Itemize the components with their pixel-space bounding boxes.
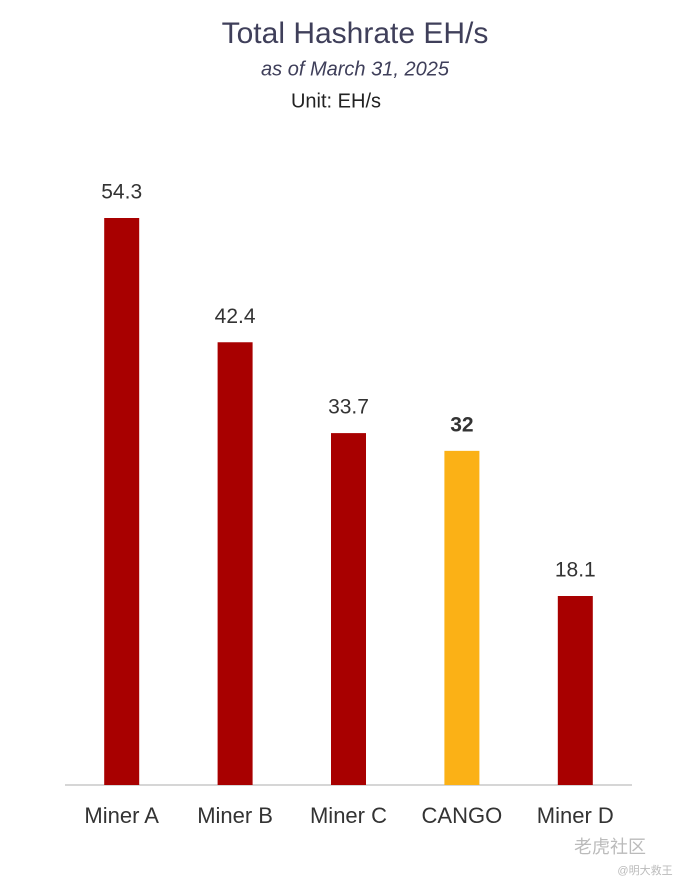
bar — [217, 342, 253, 785]
x-tick-label: Miner B — [197, 803, 273, 828]
chart-subtitle: as of March 31, 2025 — [261, 58, 450, 80]
watermark: @明大救王 — [617, 863, 672, 877]
value-label: 32 — [450, 413, 473, 436]
x-tick-label: Miner D — [537, 803, 614, 828]
bar — [331, 433, 366, 785]
watermark: 老虎社区 — [574, 837, 646, 857]
value-label: 33.7 — [328, 396, 369, 419]
bar — [104, 218, 140, 785]
bar — [557, 596, 593, 785]
chart-title: Total Hashrate EH/s — [222, 17, 489, 50]
unit-label: Unit: EH/s — [291, 90, 381, 112]
x-tick-label: Miner A — [84, 803, 159, 828]
bar — [444, 450, 480, 785]
value-label: 42.4 — [215, 305, 256, 328]
value-label: 54.3 — [101, 181, 142, 204]
value-label: 18.1 — [555, 559, 596, 582]
x-tick-label: Miner C — [310, 803, 387, 828]
x-tick-label: CANGO — [422, 803, 503, 828]
